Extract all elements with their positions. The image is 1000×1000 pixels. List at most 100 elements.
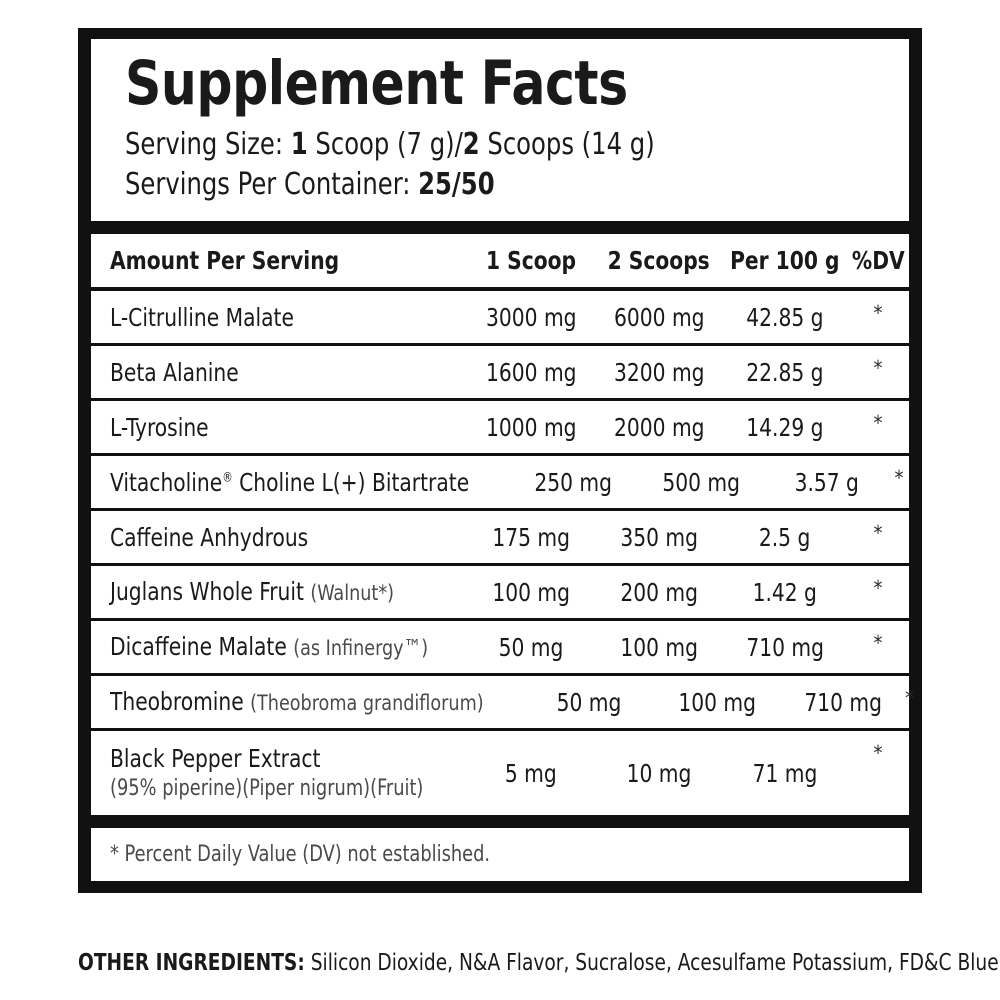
table-row: Black Pepper Extract (95% piperine)(Pipe… [91, 731, 909, 815]
ingredient-name-main: Theobromine [110, 687, 251, 717]
other-ingredients: OTHER INGREDIENTS: Silicon Dioxide, N&A … [78, 950, 1000, 976]
column-header-per-100g-cell: Per 100 g [723, 234, 847, 287]
column-header-name-cell: Amount Per Serving [91, 234, 467, 287]
dv-cell: * [889, 456, 909, 508]
amount-two-scoops: 100 mg [678, 687, 756, 717]
nutrient-table-block: Amount Per Serving 1 Scoop 2 Scoops Per … [78, 234, 922, 815]
label-header-panel: Supplement Facts Serving Size: 1 Scoop (… [78, 28, 922, 221]
amount-one-scoop: 250 mg [534, 467, 612, 497]
ingredient-name: Caffeine Anhydrous [110, 522, 309, 552]
amount-per-100g: 71 mg [752, 758, 818, 788]
amount-one-scoop-cell: 5 mg [467, 731, 595, 815]
serving-size-end: Scoops (14 g) [479, 127, 655, 163]
amount-per-100g: 22.85 g [746, 357, 824, 387]
dv-cell: * [847, 346, 909, 398]
other-ingredients-label: OTHER INGREDIENTS: [78, 950, 305, 976]
amount-per-100g-cell: 42.85 g [723, 291, 847, 343]
amount-one-scoop: 175 mg [492, 522, 570, 552]
amount-one-scoop-cell: 50 mg [467, 621, 595, 673]
amount-two-scoops: 350 mg [620, 522, 698, 552]
ingredient-name: Juglans Whole Fruit (Walnut*) [110, 577, 431, 606]
serving-size-value-b: 2 [462, 127, 480, 163]
supplement-facts-label: Supplement Facts Serving Size: 1 Scoop (… [78, 28, 922, 893]
amount-per-100g-cell: 710 mg [723, 621, 847, 673]
other-ingredients-list: Silicon Dioxide, N&A Flavor, Sucralose, … [304, 950, 1000, 976]
amount-two-scoops-cell: 3200 mg [595, 346, 723, 398]
dv-value: * [873, 741, 883, 765]
amount-two-scoops-cell: 200 mg [595, 566, 723, 618]
table-row: Theobromine (Theobroma grandiflorum) 50 … [91, 676, 914, 731]
column-header-one-scoop: 1 Scoop [485, 246, 576, 275]
amount-one-scoop: 5 mg [505, 758, 557, 788]
amount-two-scoops-cell: 100 mg [595, 621, 723, 673]
servings-per-container-prefix: Servings Per Container: [125, 167, 419, 203]
amount-one-scoop: 100 mg [492, 577, 570, 607]
amount-one-scoop-cell: 1000 mg [467, 401, 595, 453]
table-row: Dicaffeine Malate (as Infinergy™) 50 mg … [91, 621, 909, 676]
amount-two-scoops: 6000 mg [613, 302, 705, 332]
amount-one-scoop: 50 mg [498, 632, 564, 662]
amount-per-100g: 710 mg [746, 632, 824, 662]
ingredient-name-cell: Beta Alanine [91, 346, 467, 398]
amount-per-100g-cell: 3.57 g [765, 456, 889, 508]
dv-value: * [873, 631, 883, 655]
serving-size-mid: Scoop (7 g)/ [307, 127, 463, 163]
table-row: Juglans Whole Fruit (Walnut*) 100 mg 200… [91, 566, 909, 621]
serving-size-value-a: 1 [290, 127, 308, 163]
amount-two-scoops: 500 mg [662, 467, 740, 497]
amount-two-scoops: 100 mg [620, 632, 698, 662]
ingredient-name-qualifier: (Walnut*) [310, 581, 395, 607]
registered-mark-icon: ® [222, 470, 233, 486]
amount-one-scoop: 3000 mg [485, 302, 577, 332]
ingredient-name-main: Juglans Whole Fruit [110, 577, 311, 607]
dv-cell: * [847, 731, 909, 815]
dv-value: * [873, 521, 883, 545]
table-row: L-Citrulline Malate 3000 mg 6000 mg 42.8… [91, 291, 909, 346]
ingredient-name: Black Pepper Extract [110, 743, 321, 773]
amount-per-100g-cell: 22.85 g [723, 346, 847, 398]
footnote-panel: * Percent Daily Value (DV) not establish… [78, 828, 922, 893]
dv-cell: * [847, 566, 909, 618]
dv-cell: * [847, 401, 909, 453]
ingredient-name-main: Dicaffeine Malate [110, 632, 294, 662]
amount-per-100g-cell: 71 mg [723, 731, 847, 815]
amount-per-100g: 710 mg [804, 687, 882, 717]
amount-one-scoop-cell: 250 mg [509, 456, 637, 508]
ingredient-name: Dicaffeine Malate (as Infinergy™) [110, 632, 431, 661]
ingredient-name-cell: Dicaffeine Malate (as Infinergy™) [91, 621, 467, 673]
amount-per-100g-cell: 1.42 g [723, 566, 847, 618]
column-header-two-scoops-cell: 2 Scoops [595, 234, 723, 287]
amount-one-scoop-cell: 50 mg [525, 676, 653, 728]
column-header-dv-cell: %DV [847, 234, 909, 287]
amount-per-100g: 14.29 g [746, 412, 824, 442]
amount-one-scoop-cell: 100 mg [467, 566, 595, 618]
amount-per-100g: 1.42 g [752, 577, 818, 607]
servings-per-container-value: 25/50 [418, 167, 495, 203]
amount-one-scoop: 1000 mg [485, 412, 577, 442]
ingredient-name: Theobromine (Theobroma grandiflorum) [110, 687, 484, 716]
header-table-divider [78, 221, 922, 234]
ingredient-name-cell: L-Tyrosine [91, 401, 467, 453]
column-header-two-scoops: 2 Scoops [607, 246, 711, 275]
amount-two-scoops-cell: 350 mg [595, 511, 723, 563]
amount-two-scoops-cell: 500 mg [637, 456, 765, 508]
dv-cell: * [905, 676, 914, 728]
amount-one-scoop: 50 mg [556, 687, 622, 717]
ingredient-name-main: Vitacholine [110, 467, 223, 497]
dv-value: * [873, 576, 883, 600]
ingredient-name: L-Tyrosine [110, 412, 209, 442]
footnote-inner: * Percent Daily Value (DV) not establish… [91, 828, 909, 881]
table-row: Caffeine Anhydrous 175 mg 350 mg 2.5 g * [91, 511, 909, 566]
amount-two-scoops: 200 mg [620, 577, 698, 607]
servings-per-container-line: Servings Per Container: 25/50 [125, 165, 814, 205]
amount-one-scoop-cell: 3000 mg [467, 291, 595, 343]
amount-per-100g-cell: 14.29 g [723, 401, 847, 453]
amount-per-100g: 2.5 g [759, 522, 811, 552]
label-header-inner: Supplement Facts Serving Size: 1 Scoop (… [91, 39, 909, 221]
dv-value: * [905, 686, 915, 710]
amount-per-100g-cell: 2.5 g [723, 511, 847, 563]
ingredient-name-qualifier: (as Infinergy™) [293, 636, 429, 662]
ingredient-name-cell: Theobromine (Theobroma grandiflorum) [91, 676, 525, 728]
table-row: L-Tyrosine 1000 mg 2000 mg 14.29 g * [91, 401, 909, 456]
ingredient-name-cell: Black Pepper Extract (95% piperine)(Pipe… [91, 731, 467, 815]
